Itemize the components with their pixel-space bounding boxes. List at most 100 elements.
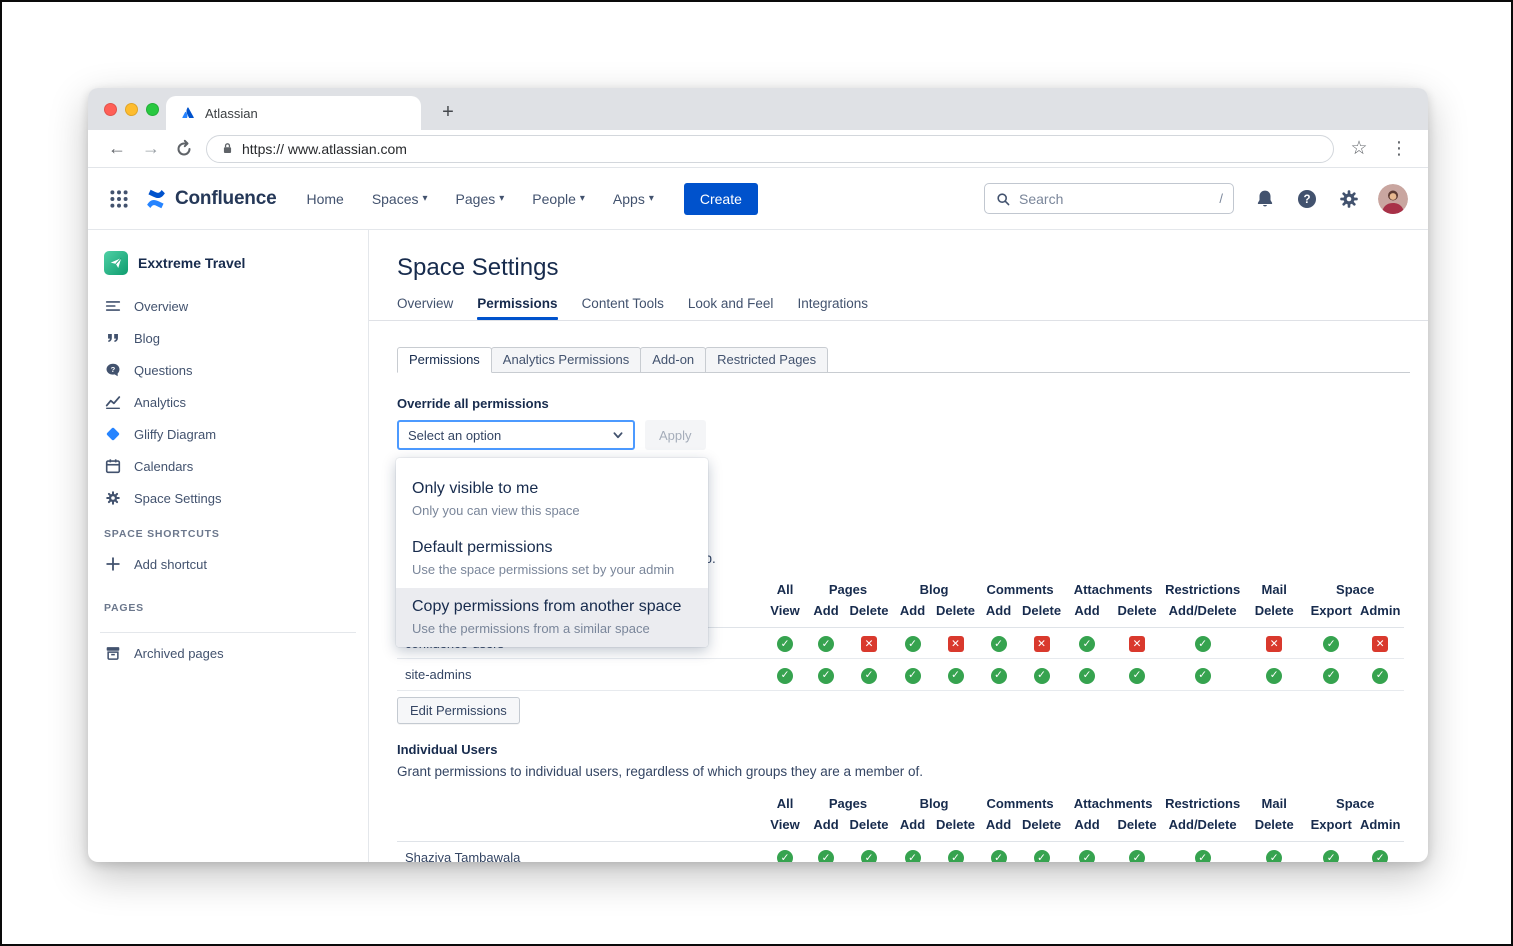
permission-granted-icon: ✓ <box>818 850 834 862</box>
space-settings-tabs: Overview Permissions Content Tools Look and… <box>397 296 868 320</box>
subtab-restricted-pages[interactable]: Restricted Pages <box>705 347 829 373</box>
column-delete: Delete <box>1020 599 1064 628</box>
sidebar-item-questions[interactable]: ? Questions <box>88 354 368 386</box>
column-add: Add <box>977 599 1021 628</box>
app-switcher-icon[interactable] <box>108 188 130 210</box>
tab-permissions[interactable]: Permissions <box>477 296 558 320</box>
tab-integrations[interactable]: Integrations <box>797 296 868 311</box>
zoom-window-button[interactable] <box>146 103 159 116</box>
browser-toolbar: ← → https:// www.atlassian.com ☆ ⋮ <box>88 130 1428 168</box>
sidebar-item-archived-pages[interactable]: Archived pages <box>88 637 368 669</box>
subtab-add-on[interactable]: Add-on <box>640 347 707 373</box>
permission-granted-icon: ✓ <box>1323 850 1340 862</box>
nav-people[interactable]: People ▾ <box>532 190 585 207</box>
product-name: Confluence <box>175 187 277 209</box>
sidebar-item-gliffy-diagram[interactable]: Gliffy Diagram <box>88 418 368 450</box>
dropdown-option-copy-permissions-from-another-space[interactable]: Copy permissions from another space Use t… <box>396 588 708 647</box>
sidebar-item-calendars[interactable]: Calendars <box>88 450 368 482</box>
permission-granted-icon: ✓ <box>1323 667 1340 684</box>
atlassian-favicon-icon <box>180 105 196 121</box>
analytics-icon <box>104 393 122 411</box>
column-delete: Delete <box>847 813 891 842</box>
user-avatar[interactable] <box>1378 183 1408 214</box>
tab-look-and-feel[interactable]: Look and Feel <box>687 296 774 311</box>
table-row: Shaziya Tambawala ✓ ✓ ✓ ✓ ✓ ✓ ✓ ✓ ✓ ✓ ✓ ✓ ✓ <box>397 841 1405 862</box>
override-select[interactable]: Select an option <box>397 420 635 450</box>
permission-granted-icon: ✓ <box>1129 850 1146 862</box>
chevron-down-icon <box>609 426 627 444</box>
nav-home[interactable]: Home <box>306 190 344 207</box>
padlock-icon <box>221 141 234 156</box>
search-input[interactable] <box>1019 190 1212 207</box>
dropdown-option-only-visible-to-me[interactable]: Only visible to me Only you can view this… <box>396 470 708 529</box>
column-group-space: Space <box>1336 796 1375 811</box>
permission-denied-icon: ✕ <box>1372 636 1389 653</box>
permission-granted-icon: ✓ <box>1194 667 1211 684</box>
settings-icon <box>104 489 122 507</box>
column-group-restrictions: Restrictions <box>1165 582 1241 597</box>
chevron-down-icon: ▾ <box>499 193 505 204</box>
subtab-permissions[interactable]: Permissions <box>397 347 492 373</box>
new-tab-button[interactable]: + <box>442 100 454 123</box>
help-icon[interactable]: ? <box>1296 188 1318 210</box>
close-window-button[interactable] <box>104 103 117 116</box>
column-delete: Delete <box>934 813 978 842</box>
settings-gear-icon[interactable] <box>1338 188 1360 210</box>
nav-pages[interactable]: Pages ▾ <box>455 190 505 207</box>
column-view: View <box>765 599 805 628</box>
back-button[interactable]: ← <box>108 138 126 158</box>
sidebar-item-blog[interactable]: Blog <box>88 322 368 354</box>
archived-pages-label: Archived pages <box>134 645 224 661</box>
create-button[interactable]: Create <box>683 182 758 215</box>
row-label: site-admins <box>397 658 765 691</box>
reload-button[interactable] <box>174 139 194 159</box>
space-header[interactable]: Exxtreme Travel <box>88 246 368 280</box>
sidebar-item-analytics[interactable]: Analytics <box>88 386 368 418</box>
address-bar[interactable]: https:// www.atlassian.com <box>206 134 1334 163</box>
permissions-table: All Pages Blog Comments Attachments Restricti… <box>397 790 1405 862</box>
apply-button[interactable]: Apply <box>645 420 706 450</box>
column-group-all: All <box>776 796 794 811</box>
pages-label: PAGES <box>104 602 144 614</box>
search-box[interactable]: / <box>984 183 1234 214</box>
sidebar-item-overview[interactable]: Overview <box>88 290 368 322</box>
permission-granted-icon: ✓ <box>777 636 793 653</box>
permission-granted-icon: ✓ <box>777 850 793 862</box>
confluence-brand[interactable]: Confluence <box>144 187 277 211</box>
edit-permissions-button[interactable]: Edit Permissions <box>397 697 520 724</box>
dropdown-option-default-permissions[interactable]: Default permissions Use the space permiss… <box>396 529 708 588</box>
nav-apps[interactable]: Apps ▾ <box>612 190 654 207</box>
permission-granted-icon: ✓ <box>818 636 834 653</box>
permission-granted-icon: ✓ <box>990 667 1007 684</box>
subtabs-baseline <box>397 372 1410 373</box>
overview-icon <box>104 297 122 315</box>
forward-button[interactable]: → <box>142 138 160 158</box>
search-shortcut-hint: / <box>1219 191 1223 206</box>
notifications-bell-icon[interactable] <box>1254 188 1276 210</box>
permission-granted-icon: ✓ <box>818 667 834 684</box>
column-add: Add <box>977 813 1021 842</box>
browser-menu-icon[interactable]: ⋮ <box>1390 138 1408 158</box>
permission-denied-icon: ✕ <box>1266 636 1283 653</box>
tab-overview[interactable]: Overview <box>397 296 454 311</box>
sidebar-item-label: Blog <box>134 330 161 346</box>
permission-granted-icon: ✓ <box>947 850 964 862</box>
browser-tab[interactable]: Atlassian <box>166 96 421 130</box>
tab-content-tools[interactable]: Content Tools <box>581 296 664 311</box>
column-add: Add <box>805 813 847 842</box>
add-shortcut-button[interactable]: Add shortcut <box>88 548 368 580</box>
column-add: Add <box>1063 813 1112 842</box>
permission-granted-icon: ✓ <box>1079 667 1096 684</box>
subtab-analytics-permissions[interactable]: Analytics Permissions <box>490 347 642 373</box>
chevron-down-icon: ▾ <box>648 193 654 204</box>
space-avatar-icon <box>104 251 128 275</box>
sidebar-item-space-settings[interactable]: Space Settings <box>88 482 368 514</box>
nav-spaces[interactable]: Spaces ▾ <box>371 190 428 207</box>
minimize-window-button[interactable] <box>125 103 138 116</box>
bookmark-star-icon[interactable]: ☆ <box>1350 138 1368 159</box>
search-icon <box>995 191 1011 207</box>
dropdown-option-title: Default permissions <box>412 539 553 556</box>
sidebar-item-label: Questions <box>134 362 193 378</box>
column-delete: Delete <box>1111 599 1164 628</box>
permission-granted-icon: ✓ <box>904 636 921 653</box>
